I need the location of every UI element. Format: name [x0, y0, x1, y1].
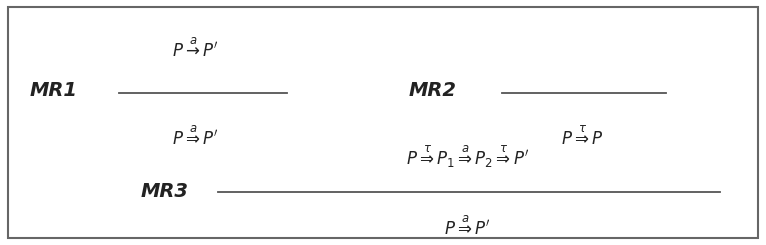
Text: MR1: MR1 [30, 81, 77, 100]
Text: $P \overset{a}{\Rightarrow} P'$: $P \overset{a}{\Rightarrow} P'$ [444, 216, 491, 239]
Text: MR2: MR2 [409, 81, 457, 100]
Text: $P \overset{a}{\rightarrow} P'$: $P \overset{a}{\rightarrow} P'$ [172, 37, 219, 61]
Text: MR3: MR3 [141, 182, 188, 201]
Text: $P \overset{\tau}{\Rightarrow} P$: $P \overset{\tau}{\Rightarrow} P$ [561, 126, 604, 149]
Text: $P \overset{\tau}{\Rightarrow} P_1 \overset{a}{\Rightarrow} P_2 \overset{\tau}{\: $P \overset{\tau}{\Rightarrow} P_1 \over… [405, 144, 529, 170]
Text: $P \overset{a}{\Rightarrow} P'$: $P \overset{a}{\Rightarrow} P'$ [172, 126, 219, 149]
FancyBboxPatch shape [8, 7, 758, 238]
